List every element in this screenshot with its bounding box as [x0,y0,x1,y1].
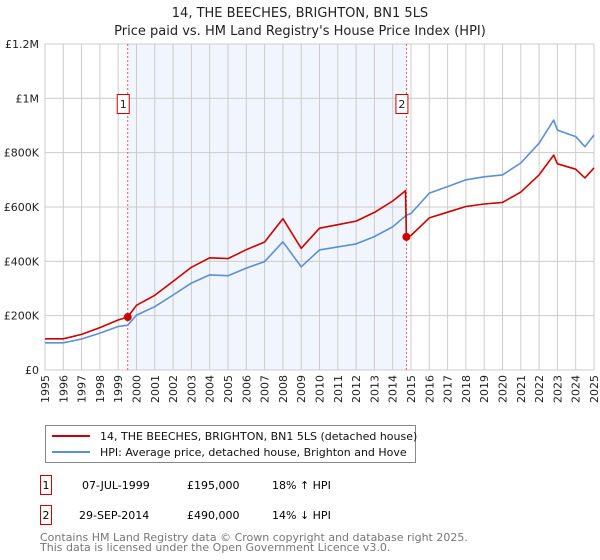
y-tick-label: £200K [4,310,40,323]
price-paid-line [45,154,595,340]
sale-number: 1 [43,479,50,492]
x-tick-label: 2006 [240,375,253,403]
x-tick-label: 2025 [588,375,600,403]
chart-title: 14, THE BEECHES, BRIGHTON, BN1 5LS [172,6,428,21]
x-tick-label: 2001 [149,375,162,403]
x-tick-label: 2017 [442,375,455,403]
x-tick-label: 2022 [533,375,546,403]
x-tick-label: 2003 [185,375,198,403]
x-tick-label: 1995 [39,375,52,403]
x-tick-label: 1999 [112,375,125,403]
footer-copyright: Contains HM Land Registry data © Crown c… [40,531,468,544]
table-row: 1 07-JUL-1999 £195,000 18% ↑ HPI [40,475,331,495]
sale-date: 29-SEP-2014 [79,509,149,522]
legend: 14, THE BEECHES, BRIGHTON, BN1 5LS (deta… [45,425,417,463]
hpi-line [45,119,595,344]
sale-point [402,232,411,241]
x-tick-label: 2014 [387,375,400,403]
x-tick-label: 1997 [76,375,89,403]
x-tick-label: 2009 [295,375,308,403]
sale-date: 07-JUL-1999 [82,479,150,492]
y-tick-label: £400K [4,255,40,268]
x-tick-label: 2018 [460,375,473,403]
y-tick-label: £1.2M [5,38,39,51]
sale-label: 1 [120,98,127,111]
y-tick-label: £600K [4,201,40,214]
x-tick-label: 2024 [570,375,583,403]
sale-label: 2 [398,98,405,111]
x-tick-label: 2010 [314,375,327,403]
x-tick-label: 1996 [57,375,70,403]
x-tick-label: 2016 [423,375,436,403]
x-tick-label: 2000 [131,375,144,403]
y-tick-label: £0 [25,364,39,377]
x-tick-label: 2023 [551,375,564,403]
sale-hpi-diff: 18% ↑ HPI [272,479,331,492]
x-tick-label: 2005 [222,375,235,403]
table-row: 2 29-SEP-2014 £490,000 14% ↓ HPI [40,505,331,525]
y-tick-label: £800K [4,147,40,160]
sales-table: 1 07-JUL-1999 £195,000 18% ↑ HPI 2 29-SE… [40,475,331,525]
legend-label-price: 14, THE BEECHES, BRIGHTON, BN1 5LS (deta… [100,430,417,443]
x-tick-label: 2011 [332,375,345,403]
sale-price: £195,000 [187,479,240,492]
x-tick-label: 2007 [259,375,272,403]
x-tick-label: 2020 [497,375,510,403]
x-tick-label: 1998 [94,375,107,403]
x-tick-label: 2021 [515,375,528,403]
x-tick-label: 2013 [368,375,381,403]
sale-label-box [116,94,130,114]
x-tick-label: 2008 [277,375,290,403]
footer-licence: This data is licensed under the Open Gov… [39,541,390,554]
x-tick-label: 2019 [478,375,491,403]
sale-price: £490,000 [187,509,240,522]
x-tick-label: 2004 [204,375,217,403]
sale-hpi-diff: 14% ↓ HPI [272,509,331,522]
chart-subtitle: Price paid vs. HM Land Registry's House … [114,24,486,39]
legend-label-hpi: HPI: Average price, detached house, Brig… [100,446,407,459]
x-tick-label: 2012 [350,375,363,403]
x-tick-label: 2002 [167,375,180,403]
sale-number: 2 [43,509,50,522]
plot-frame [44,43,595,371]
y-tick-label: £1M [16,92,40,105]
x-tick-label: 2015 [405,375,418,403]
sale-label-box [395,94,409,114]
sale-point [123,313,132,322]
